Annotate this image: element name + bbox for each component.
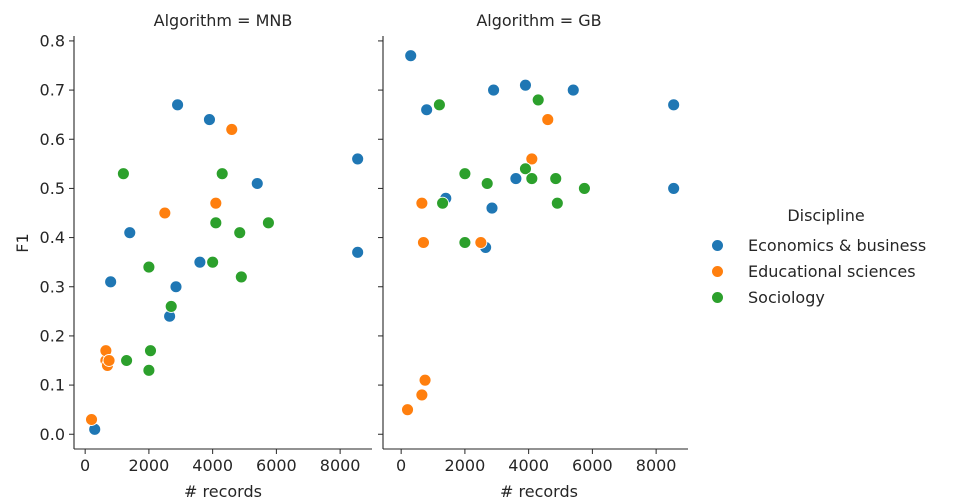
data-point-gb [432, 98, 446, 112]
data-point-mnb [169, 280, 183, 294]
y-tick-label: 0.4 [40, 228, 65, 247]
data-point-mnb [120, 354, 134, 367]
data-point-gb [525, 152, 539, 166]
x-tick-label-mnb: 6000 [256, 456, 297, 475]
data-point-mnb [171, 98, 185, 112]
legend-label: Educational sciences [748, 261, 916, 281]
y-tick-label: 0.8 [40, 31, 65, 50]
data-point-mnb [144, 344, 157, 358]
data-point-gb [480, 177, 494, 190]
legend-item: Sociology [706, 284, 946, 310]
data-point-mnb [351, 152, 365, 166]
legend: Discipline Economics & business Education… [706, 206, 946, 310]
legend-title: Discipline [787, 206, 865, 225]
data-point-gb [415, 388, 429, 402]
data-point-mnb [209, 216, 223, 230]
x-axis-label-mnb: # records [184, 482, 262, 500]
data-point-mnb [234, 270, 248, 284]
data-point-mnb [85, 413, 98, 426]
data-point-gb [549, 172, 563, 186]
data-point-gb [531, 93, 545, 107]
data-point-mnb [142, 363, 156, 377]
data-point-mnb [351, 245, 365, 259]
data-point-mnb [233, 226, 247, 240]
data-point-gb [541, 113, 555, 127]
data-point-gb [417, 236, 430, 249]
data-point-mnb [158, 206, 172, 220]
data-point-gb [474, 236, 488, 249]
x-tick-label-gb: 0 [396, 456, 406, 475]
y-axis-label: F1 [13, 233, 32, 252]
data-point-gb [436, 196, 450, 210]
x-tick-label-gb: 2000 [445, 456, 486, 475]
y-tick-label: 0.1 [40, 376, 65, 395]
y-tick-label: 0.5 [40, 179, 65, 198]
data-point-gb [525, 172, 539, 186]
data-point-gb [485, 201, 499, 215]
x-tick-label-gb: 4000 [508, 456, 549, 475]
data-point-gb [418, 373, 432, 387]
data-point-mnb [193, 255, 207, 269]
data-point-gb [566, 83, 580, 97]
legend-item: Educational sciences [706, 258, 946, 284]
data-point-gb [519, 162, 532, 176]
data-point-gb [415, 196, 429, 210]
data-point-mnb [142, 260, 156, 274]
y-tick-label: 0.2 [40, 326, 65, 345]
data-point-mnb [203, 113, 216, 127]
data-point-mnb [104, 275, 118, 289]
data-point-mnb [250, 177, 264, 190]
data-point-mnb [215, 167, 229, 181]
legend-item: Economics & business [706, 232, 946, 258]
data-point-gb [577, 181, 591, 195]
data-point-gb [458, 167, 472, 181]
y-tick-label: 0.0 [40, 425, 65, 444]
legend-label: Economics & business [748, 235, 927, 255]
data-point-mnb [164, 299, 178, 313]
x-tick-label-gb: 8000 [636, 456, 677, 475]
data-point-gb [487, 83, 501, 97]
panel-title-mnb: Algorithm = MNB [154, 11, 293, 30]
x-tick-label-mnb: 8000 [320, 456, 361, 475]
legend-marker [711, 238, 724, 252]
x-axis-label-gb: # records [500, 482, 578, 500]
data-point-gb [667, 181, 681, 195]
data-point-mnb [102, 354, 116, 367]
data-point-mnb [225, 122, 239, 136]
data-point-mnb [123, 226, 137, 240]
y-tick-label: 0.6 [40, 130, 65, 149]
data-point-gb [667, 98, 681, 112]
legend-marker [711, 290, 724, 304]
data-point-gb [401, 403, 414, 417]
data-point-mnb [206, 255, 220, 269]
data-point-gb [404, 49, 418, 63]
data-point-mnb [209, 196, 223, 210]
x-tick-label-mnb: 4000 [192, 456, 233, 475]
legend-label: Sociology [748, 287, 825, 307]
data-point-gb [550, 196, 564, 210]
legend-marker [711, 264, 724, 278]
x-tick-label-gb: 6000 [572, 456, 613, 475]
y-tick-label: 0.3 [40, 277, 65, 296]
data-point-gb [458, 236, 472, 249]
data-point-gb [509, 172, 523, 186]
data-point-mnb [261, 216, 275, 230]
data-point-gb [420, 103, 434, 117]
x-tick-label-mnb: 2000 [129, 456, 170, 475]
data-point-mnb [116, 167, 130, 181]
y-tick-label: 0.7 [40, 81, 65, 100]
x-tick-label-mnb: 0 [80, 456, 90, 475]
data-point-gb [519, 78, 532, 92]
panel-title-gb: Algorithm = GB [476, 11, 601, 30]
